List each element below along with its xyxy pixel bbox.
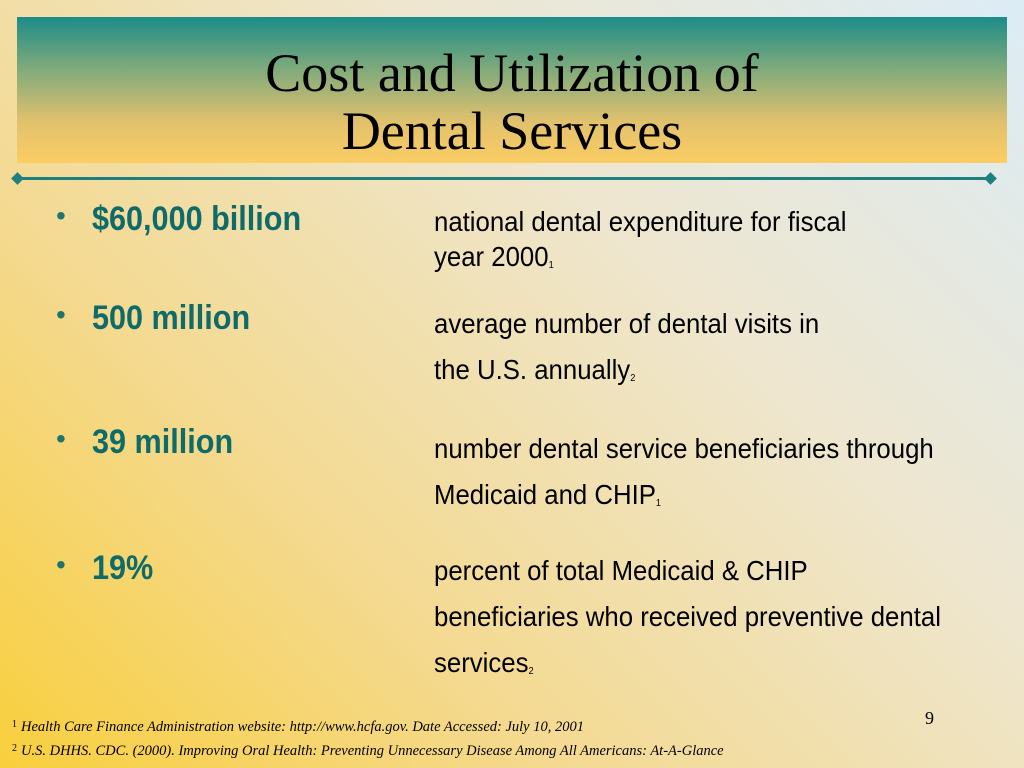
- footnote-text: Health Care Finance Administration websi…: [21, 719, 584, 735]
- bullet-symbol: •: [56, 423, 66, 454]
- bullet-symbol: •: [56, 549, 66, 580]
- bullet-stat: 500 million: [92, 299, 251, 337]
- footnotes: 1 Health Care Finance Administration webs…: [12, 714, 724, 762]
- footnote-ref: 1: [655, 498, 662, 509]
- description-line: percent of total Medicaid & CHIP: [434, 555, 808, 586]
- bullet-stat: 19%: [92, 549, 154, 587]
- description-line: the U.S. annually2: [434, 354, 636, 385]
- description-line: services2: [434, 647, 534, 678]
- footnote-ref: 1: [548, 260, 554, 271]
- description-line: Medicaid and CHIP1: [434, 479, 662, 510]
- title-divider: [18, 177, 992, 180]
- description-line: number dental service beneficiaries thro…: [434, 433, 934, 464]
- bullet-description: average number of dental visits in the U…: [434, 301, 977, 402]
- footnote-text: U.S. DHHS. CDC. (2000). Improving Oral H…: [21, 743, 724, 759]
- footnote-number: 1: [12, 719, 17, 730]
- footnote: 2 U.S. DHHS. CDC. (2000). Improving Oral …: [12, 738, 724, 762]
- slide-title-line-2: Dental Services: [341, 101, 683, 161]
- slide-title-line-1: Cost and Utilization of: [265, 43, 759, 103]
- bullet-stat: 39 million: [92, 423, 234, 461]
- footnote-ref: 2: [528, 666, 534, 677]
- description-line: national dental expenditure for fiscal: [434, 206, 847, 237]
- divider-right-diamond: [984, 172, 997, 185]
- bullet-stat: $60,000 billion: [92, 200, 302, 238]
- bullet-symbol: •: [56, 299, 66, 330]
- page-number: 9: [925, 708, 934, 728]
- bullet-description: number dental service beneficiaries thro…: [434, 426, 977, 527]
- footnote: 1 Health Care Finance Administration webs…: [12, 714, 724, 738]
- footnote-ref: 2: [630, 373, 636, 384]
- footnote-number: 2: [12, 743, 17, 754]
- bullet-description: national dental expenditure for fiscal y…: [434, 204, 977, 283]
- bullet-description: percent of total Medicaid & CHIP benefic…: [434, 548, 977, 695]
- bullet-symbol: •: [56, 200, 66, 231]
- description-line: year 20001: [434, 241, 554, 272]
- description-line: beneficiaries who received preventive de…: [434, 601, 941, 632]
- title-banner: Cost and Utilization of Dental Services: [17, 17, 1007, 163]
- description-line: average number of dental visits in: [434, 308, 820, 339]
